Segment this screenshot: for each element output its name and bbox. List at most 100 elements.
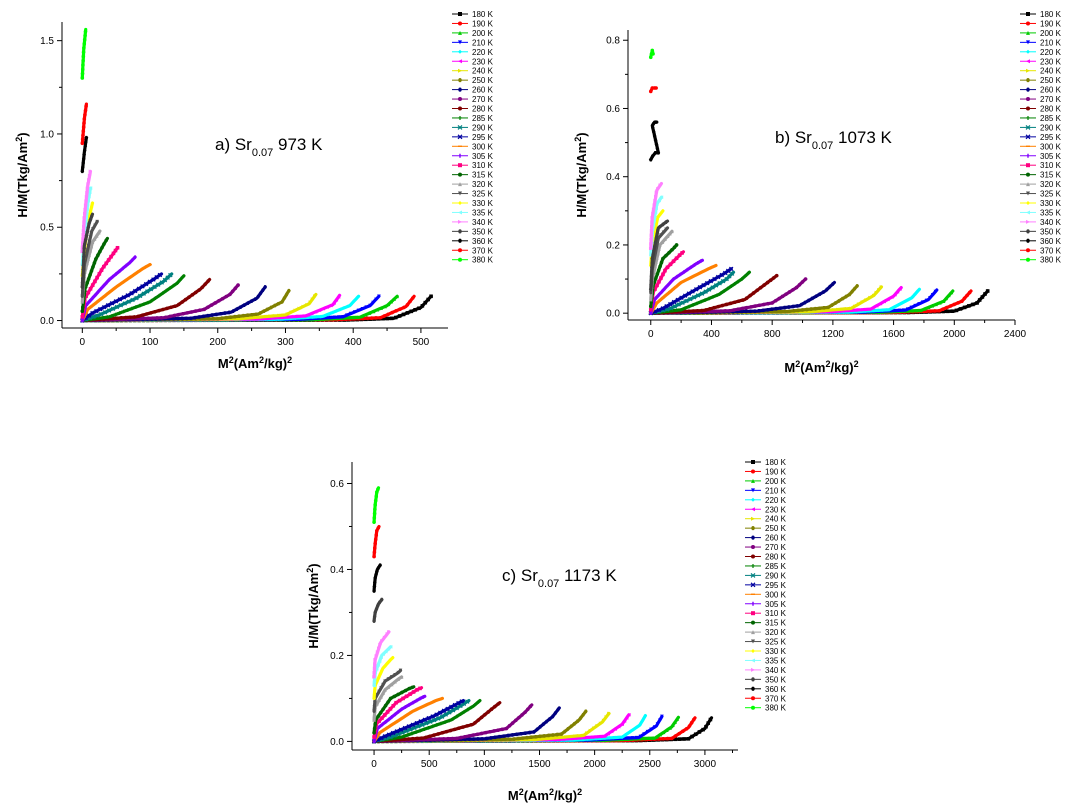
- data-point: [134, 295, 139, 301]
- data-point: [656, 151, 661, 155]
- data-point: [547, 736, 551, 741]
- data-point: [803, 300, 807, 305]
- data-point: [380, 639, 384, 643]
- data-point: [740, 309, 744, 314]
- data-point: [787, 305, 791, 309]
- data-point: [92, 261, 97, 265]
- data-point: [428, 734, 432, 739]
- legend-marker: [751, 620, 755, 625]
- y-tick-label: 0.2: [606, 240, 620, 251]
- data-point: [105, 315, 110, 319]
- legend-marker: [458, 87, 462, 92]
- data-point: [394, 729, 400, 734]
- data-point: [450, 736, 455, 741]
- series-350k: [648, 219, 670, 292]
- data-point: [673, 720, 677, 724]
- data-point: [334, 309, 339, 313]
- data-point: [507, 737, 512, 742]
- data-point: [349, 302, 354, 306]
- legend-marker: [458, 115, 462, 120]
- data-point: [81, 129, 86, 133]
- data-point: [375, 490, 379, 494]
- data-point: [762, 283, 766, 287]
- data-point: [682, 293, 688, 298]
- data-point: [493, 735, 497, 740]
- data-point: [493, 704, 497, 709]
- data-point: [84, 294, 88, 299]
- data-point: [836, 307, 840, 312]
- data-point: [82, 216, 87, 220]
- data-point: [406, 724, 412, 729]
- series-370k: [80, 102, 89, 146]
- data-point: [638, 734, 643, 739]
- data-point: [783, 309, 787, 314]
- data-point: [741, 298, 745, 302]
- data-point: [373, 498, 378, 503]
- data-point: [109, 301, 115, 306]
- legend-item: 220 K: [452, 48, 494, 57]
- data-point: [828, 284, 832, 289]
- data-point: [588, 728, 593, 733]
- x-tick-label: 0: [80, 337, 86, 348]
- data-point: [189, 310, 194, 314]
- data-point: [396, 692, 400, 697]
- series-340k: [372, 629, 391, 679]
- data-point: [469, 705, 474, 710]
- legend-marker: [751, 478, 755, 483]
- legend-marker: [1026, 12, 1030, 16]
- data-point: [809, 307, 813, 311]
- data-point: [720, 303, 725, 308]
- data-point: [638, 723, 642, 727]
- data-point: [523, 731, 528, 735]
- data-point: [922, 307, 927, 311]
- legend-item: 295 K: [1020, 133, 1062, 142]
- legend-item: 370 K: [452, 246, 494, 255]
- data-point: [642, 736, 647, 741]
- data-point: [220, 296, 225, 301]
- data-point: [520, 713, 524, 717]
- y-tick-label: 0.8: [606, 36, 620, 47]
- legend-marker: [458, 191, 462, 196]
- data-point: [83, 144, 88, 149]
- data-point: [844, 294, 848, 299]
- data-point: [383, 679, 387, 684]
- data-point: [668, 301, 673, 307]
- data-point: [80, 67, 85, 72]
- data-point: [180, 316, 184, 321]
- data-point: [665, 265, 670, 270]
- series-340k: [80, 169, 93, 254]
- data-point: [262, 309, 266, 314]
- data-point: [89, 205, 94, 210]
- legend-label: 325 K: [1040, 190, 1062, 199]
- data-point: [113, 312, 118, 317]
- data-point: [151, 277, 156, 282]
- data-point: [188, 316, 193, 321]
- data-point: [117, 297, 123, 302]
- data-point: [374, 667, 379, 671]
- data-point: [649, 274, 654, 278]
- data-point: [104, 261, 109, 266]
- series-325k: [372, 668, 403, 714]
- data-point: [82, 220, 86, 224]
- legend-item: 285 K: [745, 562, 787, 571]
- data-point: [85, 248, 90, 252]
- data-point: [123, 315, 128, 320]
- data-point: [840, 296, 845, 301]
- legend-item: 330 K: [1020, 199, 1062, 208]
- legend-label: 200 K: [1040, 29, 1062, 38]
- data-point: [765, 307, 770, 312]
- data-point: [630, 736, 635, 740]
- data-point: [214, 312, 219, 317]
- data-point: [675, 297, 680, 303]
- data-point: [203, 282, 208, 286]
- data-point: [941, 299, 946, 304]
- legend-item: 320 K: [1020, 180, 1062, 189]
- data-point: [657, 198, 661, 203]
- data-point: [342, 306, 346, 310]
- data-point: [86, 313, 92, 318]
- data-point: [804, 307, 809, 312]
- data-point: [83, 140, 88, 144]
- data-point: [168, 272, 173, 278]
- data-point: [217, 299, 221, 303]
- data-point: [384, 662, 389, 666]
